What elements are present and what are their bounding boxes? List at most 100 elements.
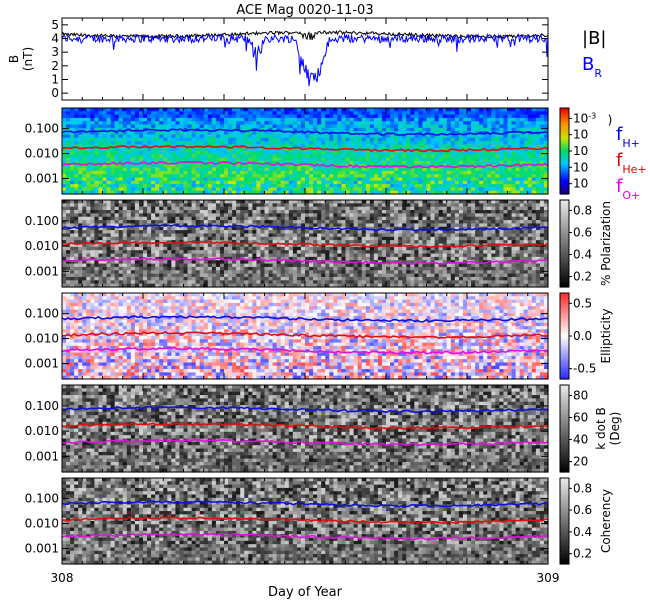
spectrogram-panel: 0.100 0.010 0.001 0.8 0.6 0.4 0.2 % Polarizatio…: [25, 199, 613, 288]
colorbar-label: % Polarization: [599, 201, 613, 286]
colorbar-swatch: [560, 452, 569, 456]
colorbar-swatch: [560, 488, 569, 492]
colorbar-swatch: [560, 484, 569, 488]
colorbar-swatch: [560, 320, 569, 324]
colorbar-swatch: [560, 263, 569, 266]
colorbar-tick-label: 60: [573, 410, 588, 424]
colorbar-swatch: [560, 465, 569, 469]
y-tick-label: 4: [51, 32, 59, 46]
figure-title: ACE Mag 0020-11-03: [236, 3, 373, 18]
ion-cyclotron-line: [61, 346, 549, 355]
x-tick-label: 308: [51, 571, 74, 585]
colorbar-swatch: [560, 267, 569, 271]
y-axis-label: B: [7, 55, 21, 63]
colorbar-swatch: [560, 110, 569, 113]
colorbar-swatch: [560, 336, 569, 339]
colorbar-swatch: [560, 542, 569, 546]
colorbar-tick-label: 10: [573, 144, 588, 158]
ion-cyclotron-line: [61, 438, 549, 447]
y-tick-label: 0.010: [25, 147, 59, 161]
colorbar-swatch: [560, 480, 569, 483]
colorbar-swatch: [560, 463, 569, 467]
colorbar-label: Coherency: [599, 489, 613, 553]
colorbar-swatch: [560, 297, 569, 301]
y-tick-label: 0.001: [25, 449, 59, 463]
colorbar-swatch: [560, 482, 569, 486]
colorbar-tick-label: 10: [573, 128, 588, 142]
colorbar-tick-label: 10: [573, 177, 588, 191]
colorbar-swatch: [560, 363, 569, 367]
colorbar-swatch: [560, 112, 569, 116]
colorbar-swatch: [560, 312, 569, 316]
colorbar-swatch: [560, 140, 569, 143]
y-tick-label: 0.100: [25, 492, 59, 506]
colorbar-swatch: [560, 148, 569, 152]
colorbar-swatch: [560, 305, 569, 309]
colorbar-swatch: [560, 406, 569, 410]
colorbar-swatch: [560, 241, 569, 245]
colorbar-swatch: [560, 204, 569, 208]
colorbar-label: (Deg): [608, 412, 622, 446]
colorbar-swatch: [560, 478, 569, 481]
colorbar-swatch: [560, 415, 569, 419]
colorbar-swatch: [560, 189, 569, 193]
colorbar-swatch: [560, 200, 569, 203]
colorbar-label: ): [608, 113, 613, 127]
colorbar-swatch: [560, 499, 569, 503]
colorbar-tick-label: 0.6: [573, 225, 592, 239]
colorbar-swatch: [560, 512, 569, 516]
colorbar-swatch: [560, 282, 569, 286]
colorbar-swatch: [560, 185, 569, 189]
colorbar-swatch: [560, 445, 569, 449]
colorbar-swatch: [560, 514, 569, 518]
colorbar-swatch: [560, 426, 569, 430]
colorbar-swatch: [560, 138, 569, 141]
colorbar-swatch: [560, 355, 569, 359]
colorbar-swatch: [560, 523, 569, 526]
colorbar-swatch: [560, 125, 569, 128]
colorbar-swatch: [560, 467, 569, 471]
colorbar-swatch: [560, 236, 569, 240]
colorbar-swatch: [560, 456, 569, 460]
colorbar-frame: [559, 199, 570, 288]
colorbar-swatch: [560, 344, 569, 348]
colorbar-swatch: [560, 505, 569, 509]
ion-cyclotron-line: [61, 128, 549, 136]
colorbar-swatch: [560, 359, 569, 363]
y-tick-label: 0.001: [25, 172, 59, 186]
colorbar-swatch: [560, 424, 569, 427]
colorbar-swatch: [560, 421, 569, 425]
ion-cyclotron-line: [61, 224, 549, 232]
y-tick-label: 5: [51, 18, 59, 32]
colorbar-swatch: [560, 181, 569, 184]
colorbar-swatch: [560, 252, 569, 255]
y-tick-label: 0.010: [25, 332, 59, 346]
colorbar-swatch: [560, 495, 569, 498]
colorbar-tick-label: 0.5: [573, 296, 592, 310]
colorbar-swatch: [560, 551, 569, 554]
colorbar-swatch: [560, 269, 569, 273]
legend-cyclotron-0: fH+: [616, 124, 640, 150]
colorbar-swatch: [560, 469, 569, 473]
colorbar: 80 60 40 20 k dot B (Deg): [559, 384, 622, 473]
colorbar-tick-label: 0.0: [573, 329, 592, 343]
colorbar-tick-label: 0.8: [573, 203, 592, 217]
colorbar-frame: [559, 477, 570, 565]
colorbar-frame: [559, 384, 570, 473]
colorbar-swatch: [560, 208, 569, 212]
series-line-magnitude: [61, 29, 548, 41]
ion-cyclotron-line: [61, 315, 549, 323]
colorbar-swatch: [560, 247, 569, 251]
colorbar-swatch: [560, 338, 569, 341]
colorbar-tick-label: 10: [573, 160, 588, 174]
colorbar-tick-label: 20: [573, 455, 588, 469]
colorbar-swatch: [560, 417, 569, 421]
colorbar-swatch: [560, 178, 569, 182]
colorbar-swatch: [560, 118, 569, 122]
colorbar-swatch: [560, 293, 569, 296]
colorbar-swatch: [560, 276, 569, 279]
colorbar-swatch: [560, 202, 569, 205]
colorbar-swatch: [560, 219, 569, 223]
